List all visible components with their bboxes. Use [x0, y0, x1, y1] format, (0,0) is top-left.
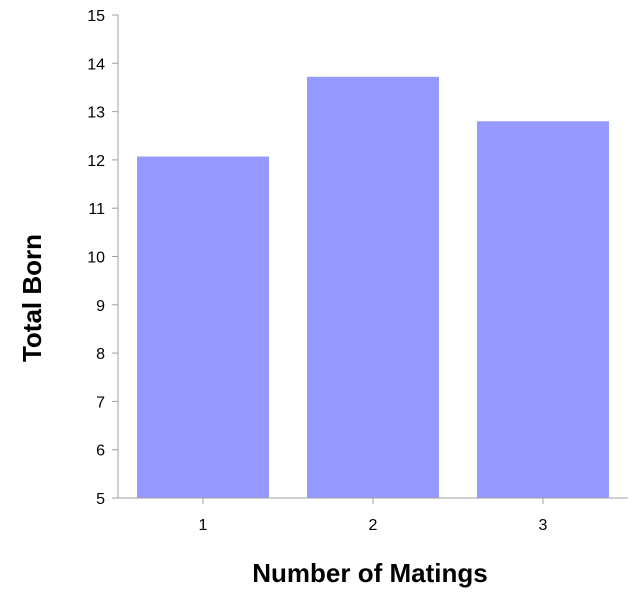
y-tick-label: 8 — [96, 346, 105, 363]
x-axis-title: Number of Matings — [252, 558, 487, 588]
y-tick-label: 12 — [87, 153, 105, 170]
y-tick-label: 6 — [96, 443, 105, 460]
bar-1 — [137, 156, 269, 498]
bar-2 — [307, 76, 439, 498]
y-tick-label: 9 — [96, 298, 105, 315]
y-tick-label: 14 — [87, 56, 105, 73]
x-tick-label: 3 — [539, 517, 548, 534]
y-tick-label: 10 — [87, 250, 105, 267]
y-tick-label: 13 — [87, 105, 105, 122]
y-tick-label: 11 — [88, 201, 105, 218]
x-tick-label: 1 — [199, 517, 208, 534]
y-tick-group: 5 6 7 8 9 10 11 12 13 14 15 — [87, 8, 118, 508]
x-tick-label: 2 — [369, 517, 378, 534]
y-tick-label: 15 — [87, 8, 105, 25]
y-axis-title: Total Born — [17, 234, 47, 362]
bar-3 — [477, 121, 609, 498]
bars-group — [137, 76, 609, 498]
y-tick-label: 7 — [96, 394, 105, 411]
y-tick-label: 5 — [96, 491, 105, 508]
x-tick-group: 1 2 3 — [199, 498, 548, 534]
